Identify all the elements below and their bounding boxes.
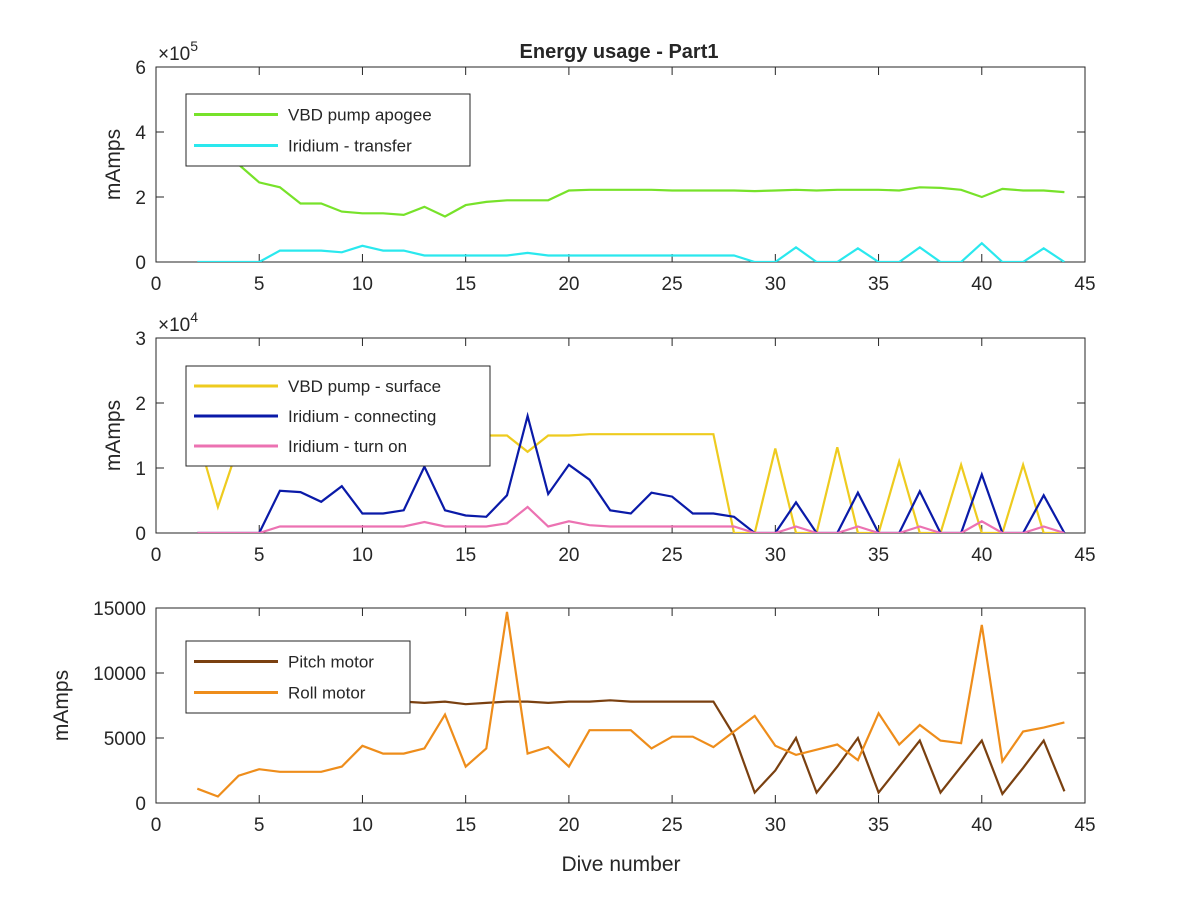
- x-tick-label: 30: [765, 545, 786, 566]
- series-line-roll-motor: [196, 611, 1065, 798]
- y-axis-label: mAmps: [102, 400, 125, 471]
- legend-entry: VBD pump apogee: [288, 106, 432, 125]
- x-tick-label: 30: [765, 815, 786, 836]
- x-tick-label: 5: [254, 274, 265, 295]
- y-tick-label: 2: [135, 394, 146, 415]
- x-tick-label: 40: [971, 815, 992, 836]
- legend-entry: Pitch motor: [288, 653, 374, 672]
- chart-title: Energy usage - Part1: [520, 41, 719, 63]
- chart-panel-2: 0 5 10 15 20 25 30 35 40 45 0 1 2 3 ×104 mAmps VBD pump …: [102, 309, 1096, 566]
- series-line-pitch-motor: [403, 699, 1066, 797]
- x-tick-label: 20: [558, 815, 579, 836]
- legend-entry: Iridium - transfer: [288, 137, 412, 156]
- x-tick-label: 45: [1074, 545, 1095, 566]
- y-axis-label: mAmps: [102, 129, 125, 200]
- legend: VBD pump apogee Iridium - transfer: [185, 93, 471, 167]
- series-line-iridium-transfer: [197, 241, 1066, 262]
- x-tick-label: 10: [352, 815, 373, 836]
- x-tick-label: 35: [868, 815, 889, 836]
- x-tick-label: 30: [765, 274, 786, 295]
- x-axis-label: Dive number: [561, 853, 680, 876]
- x-tick-label: 10: [352, 545, 373, 566]
- x-tick-label: 25: [662, 815, 683, 836]
- legend: Pitch motor Roll motor: [185, 640, 411, 714]
- x-tick-label: 0: [151, 545, 162, 566]
- legend-entry: Roll motor: [288, 684, 366, 703]
- y-tick-label: 0: [135, 794, 146, 815]
- y-axis-label: mAmps: [50, 670, 73, 741]
- y-axis-exponent: ×105: [158, 38, 198, 65]
- y-axis-exponent-base: ×10: [158, 315, 190, 336]
- series-line-iridium-turn-on: [197, 505, 1065, 533]
- x-tick-label: 0: [151, 815, 162, 836]
- y-axis-exponent-power: 5: [190, 38, 198, 54]
- x-tick-label: 40: [971, 274, 992, 295]
- x-tick-label: 25: [662, 274, 683, 295]
- series-group: [196, 611, 1066, 798]
- x-tick-label: 0: [151, 274, 162, 295]
- legend-entry: Iridium - turn on: [288, 437, 407, 456]
- chart-panel-3: 0 5 10 15 20 25 30 35 40 45 0 5000 10000 15000 mAmps Pi…: [50, 599, 1096, 836]
- y-tick-label: 0: [135, 253, 146, 274]
- y-axis-exponent-power: 4: [190, 309, 198, 325]
- y-axis-exponent-base: ×10: [158, 44, 190, 65]
- x-tick-label: 20: [558, 274, 579, 295]
- series-line-vbd-pump-apogee: [196, 115, 1065, 218]
- y-tick-label: 10000: [93, 664, 146, 685]
- x-tick-label: 45: [1074, 815, 1095, 836]
- x-tick-label: 35: [868, 274, 889, 295]
- x-tick-label: 40: [971, 545, 992, 566]
- x-tick-label: 15: [455, 274, 476, 295]
- y-axis-exponent: ×104: [158, 309, 198, 336]
- legend-box: [185, 640, 411, 714]
- y-tick-label: 15000: [93, 599, 146, 620]
- y-tick-label: 6: [135, 58, 146, 79]
- y-tick-label: 4: [135, 123, 146, 144]
- y-tick-label: 5000: [104, 729, 146, 750]
- x-tick-label: 5: [254, 545, 265, 566]
- y-tick-label: 3: [135, 329, 146, 350]
- x-tick-label: 15: [455, 545, 476, 566]
- x-tick-label: 25: [662, 545, 683, 566]
- series-line-iridium-connecting: [197, 411, 1066, 533]
- y-tick-label: 0: [135, 524, 146, 545]
- y-tick-label: 2: [135, 188, 146, 209]
- x-tick-label: 45: [1074, 274, 1095, 295]
- x-tick-label: 35: [868, 545, 889, 566]
- legend-entry: VBD pump - surface: [288, 377, 441, 396]
- x-tick-label: 15: [455, 815, 476, 836]
- x-tick-label: 20: [558, 545, 579, 566]
- x-tick-label: 5: [254, 815, 265, 836]
- legend: VBD pump - surface Iridium - connecting Ir…: [185, 365, 491, 467]
- series-group: [196, 115, 1066, 262]
- x-tick-label: 10: [352, 274, 373, 295]
- legend-entry: Iridium - connecting: [288, 407, 436, 426]
- y-tick-label: 1: [135, 459, 146, 480]
- legend-box: [185, 93, 471, 167]
